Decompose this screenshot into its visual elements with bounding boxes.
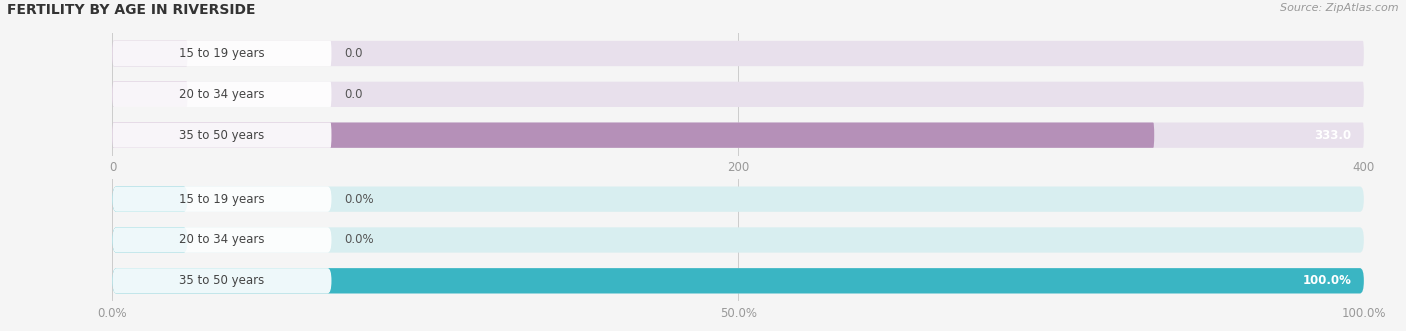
FancyBboxPatch shape bbox=[112, 122, 332, 148]
Text: 333.0: 333.0 bbox=[1315, 129, 1351, 142]
FancyBboxPatch shape bbox=[112, 82, 332, 107]
Text: 35 to 50 years: 35 to 50 years bbox=[180, 129, 264, 142]
FancyBboxPatch shape bbox=[112, 41, 332, 66]
Text: 20 to 34 years: 20 to 34 years bbox=[179, 88, 264, 101]
Text: 0.0: 0.0 bbox=[344, 88, 363, 101]
FancyBboxPatch shape bbox=[112, 268, 1364, 294]
FancyBboxPatch shape bbox=[112, 122, 1154, 148]
FancyBboxPatch shape bbox=[112, 227, 332, 253]
FancyBboxPatch shape bbox=[112, 268, 332, 294]
FancyBboxPatch shape bbox=[112, 41, 187, 66]
FancyBboxPatch shape bbox=[112, 227, 1364, 253]
Text: 100.0%: 100.0% bbox=[1302, 274, 1351, 287]
FancyBboxPatch shape bbox=[112, 227, 187, 253]
Text: 35 to 50 years: 35 to 50 years bbox=[180, 274, 264, 287]
Text: 0.0%: 0.0% bbox=[344, 233, 374, 247]
FancyBboxPatch shape bbox=[112, 82, 1364, 107]
FancyBboxPatch shape bbox=[112, 186, 1364, 212]
Text: Source: ZipAtlas.com: Source: ZipAtlas.com bbox=[1281, 3, 1399, 13]
FancyBboxPatch shape bbox=[112, 186, 332, 212]
Text: 0.0: 0.0 bbox=[344, 47, 363, 60]
Text: FERTILITY BY AGE IN RIVERSIDE: FERTILITY BY AGE IN RIVERSIDE bbox=[7, 3, 256, 17]
FancyBboxPatch shape bbox=[112, 82, 187, 107]
FancyBboxPatch shape bbox=[112, 122, 1364, 148]
FancyBboxPatch shape bbox=[112, 186, 187, 212]
FancyBboxPatch shape bbox=[112, 41, 1364, 66]
Text: 15 to 19 years: 15 to 19 years bbox=[179, 193, 264, 206]
Text: 0.0%: 0.0% bbox=[344, 193, 374, 206]
Text: 15 to 19 years: 15 to 19 years bbox=[179, 47, 264, 60]
FancyBboxPatch shape bbox=[112, 268, 1364, 294]
Text: 20 to 34 years: 20 to 34 years bbox=[179, 233, 264, 247]
